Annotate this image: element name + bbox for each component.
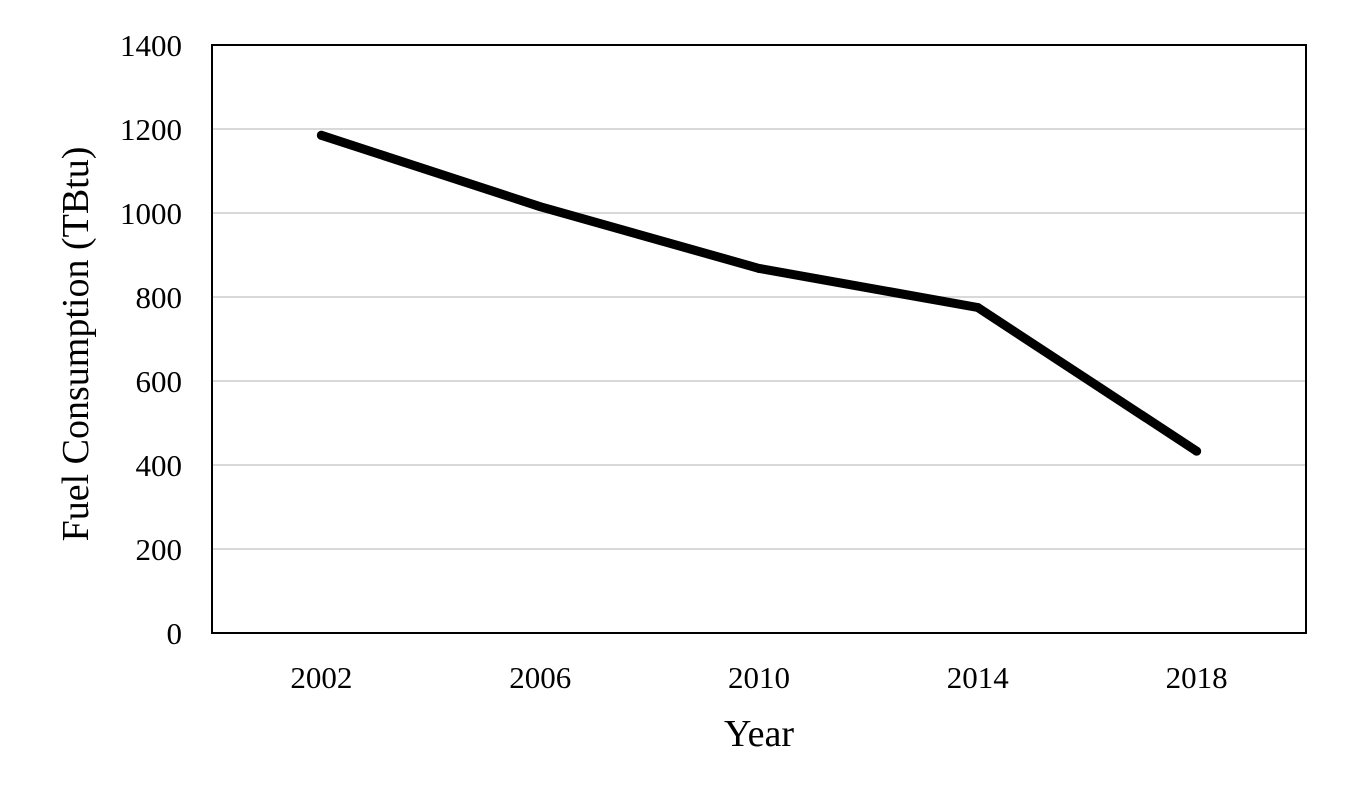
data-point (316, 130, 326, 140)
x-tick-label: 2002 (290, 660, 352, 695)
data-point (535, 202, 545, 212)
y-tick-label: 1400 (120, 28, 182, 63)
y-tick-label: 1200 (120, 112, 182, 147)
x-axis-tick-labels: 2002 2006 2010 2014 2018 (290, 660, 1227, 695)
data-point (973, 303, 983, 312)
gridlines (212, 128, 1306, 550)
series-line (316, 130, 1202, 456)
x-tick-label: 2014 (947, 660, 1010, 695)
series-layer (316, 130, 1202, 456)
data-point (1192, 446, 1202, 456)
y-tick-label: 1000 (120, 196, 182, 231)
x-tick-label: 2010 (728, 660, 790, 695)
y-tick-label: 400 (136, 448, 183, 483)
y-tick-label: 200 (136, 532, 183, 567)
y-tick-label: 800 (136, 280, 183, 315)
y-tick-label: 600 (136, 364, 183, 399)
y-axis-title: Fuel Consumption (TBtu) (55, 147, 97, 542)
plot-area-frame (211, 44, 1307, 634)
x-tick-label: 2006 (509, 660, 571, 695)
data-point (754, 263, 764, 273)
x-tick-label: 2018 (1166, 660, 1228, 695)
y-axis-tick-labels: 0 200 400 600 800 1000 1200 1400 (120, 28, 182, 651)
x-axis-title: Year (724, 713, 794, 755)
y-tick-label: 0 (167, 616, 183, 651)
